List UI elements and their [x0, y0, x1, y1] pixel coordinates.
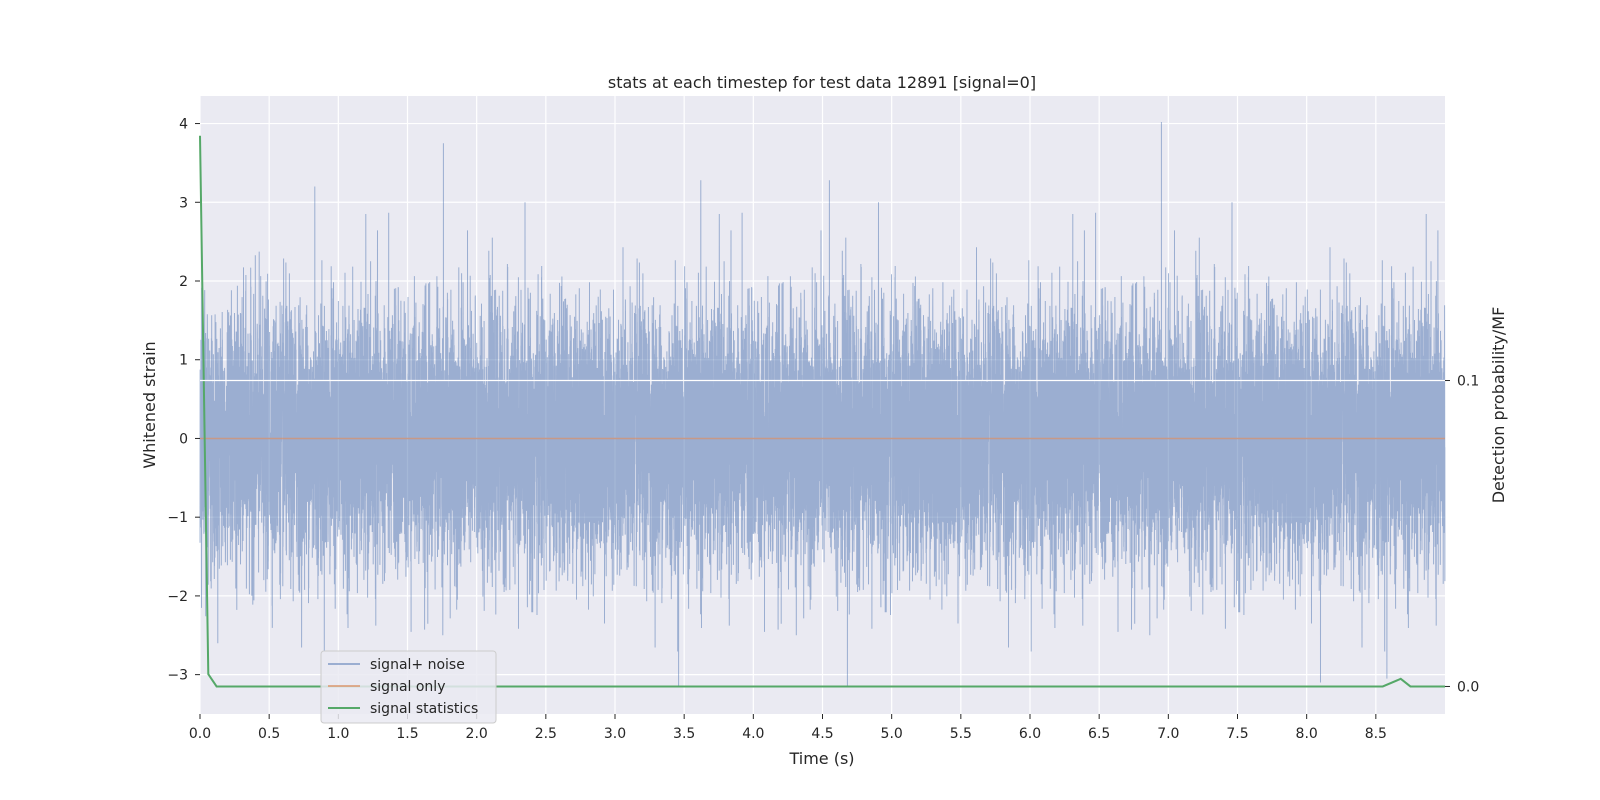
y-tick-label-7: 4: [179, 117, 188, 133]
x-tick-label-4: 2.0: [466, 726, 488, 742]
series-signal-noise: [199, 121, 1446, 687]
legend: signal+ noise signal only signal statist…: [320, 650, 497, 724]
y2-tick-label-1: 0.1: [1457, 374, 1479, 390]
x-axis-ticks: 0.0 0.5 1.0 1.5 2.0 2.5 3.0 3.5 4.0 4.5 5.0 5.5 6.0 6…: [189, 714, 1387, 742]
x-tick-label-5: 2.5: [535, 726, 557, 742]
legend-box: [320, 650, 497, 724]
y-tick-label-4: 1: [179, 353, 188, 369]
y-axis-ticks: −3 −2 −1 0 1 2 3 4: [167, 117, 200, 684]
x-tick-label-9: 4.5: [811, 726, 833, 742]
x-axis-title: Time (s): [788, 749, 854, 768]
x-tick-label-2: 1.0: [327, 726, 349, 742]
y-tick-label-1: −2: [167, 589, 188, 605]
legend-label-signal-noise: signal+ noise: [370, 657, 465, 673]
x-tick-label-14: 7.0: [1157, 726, 1179, 742]
line-signal-statistics: [199, 135, 1445, 688]
chart-title: stats at each timestep for test data 128…: [608, 73, 1036, 92]
x-tick-label-15: 7.5: [1226, 726, 1248, 742]
x-tick-label-0: 0.0: [189, 726, 211, 742]
legend-label-signal-only: signal only: [370, 679, 445, 695]
x-tick-label-17: 8.5: [1365, 726, 1387, 742]
y-tick-label-0: −3: [167, 668, 188, 684]
x-tick-label-12: 6.0: [1019, 726, 1041, 742]
x-tick-label-13: 6.5: [1088, 726, 1110, 742]
x-tick-label-11: 5.5: [950, 726, 972, 742]
y2-axis-ticks: 0.0 0.1: [1445, 374, 1479, 695]
y-tick-label-6: 3: [179, 195, 188, 211]
x-tick-label-10: 5.0: [881, 726, 903, 742]
x-tick-label-7: 3.5: [673, 726, 695, 742]
series-signal-statistics: [199, 135, 1445, 688]
y-tick-label-5: 2: [179, 274, 188, 290]
y-tick-label-3: 0: [179, 431, 188, 447]
x-tick-label-16: 8.0: [1296, 726, 1318, 742]
y2-tick-label-0: 0.0: [1457, 679, 1479, 695]
y-axis-title: Whitened strain: [140, 341, 159, 468]
line-signal-noise: [199, 121, 1446, 687]
y2-axis-title: Detection probability/MF: [1489, 307, 1508, 504]
x-tick-label-1: 0.5: [258, 726, 280, 742]
x-tick-label-3: 1.5: [396, 726, 418, 742]
legend-label-signal-statistics: signal statistics: [370, 701, 478, 717]
x-tick-label-8: 4.0: [742, 726, 764, 742]
y-tick-label-2: −1: [167, 510, 188, 526]
x-tick-label-6: 3.0: [604, 726, 626, 742]
